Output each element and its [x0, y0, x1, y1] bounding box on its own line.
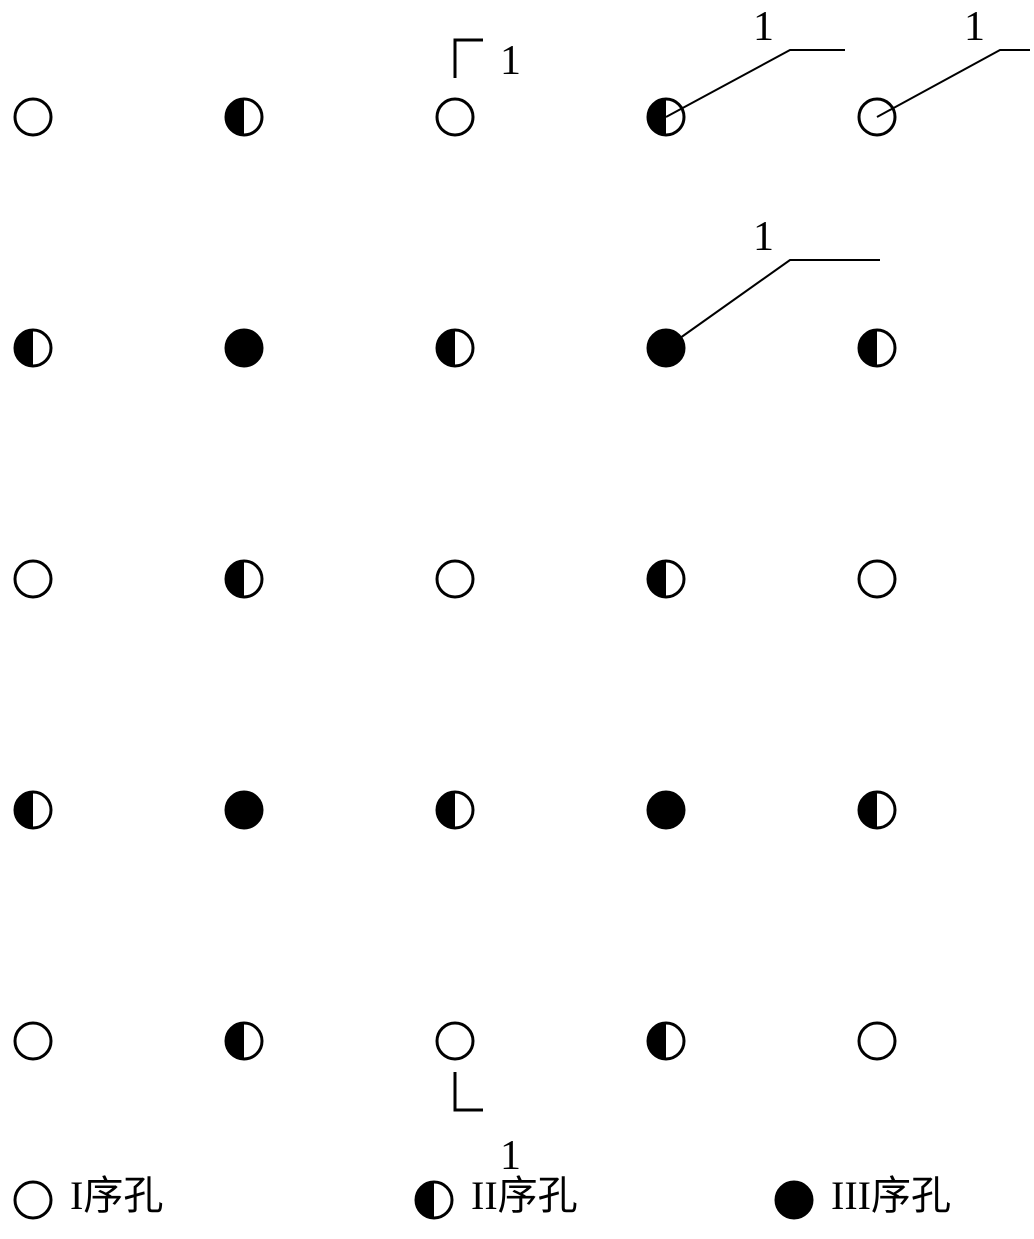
grid-hole-r1-c1 — [226, 330, 262, 366]
grid-hole-r4-c3 — [648, 1023, 684, 1059]
grid-hole-r4-c2 — [437, 1023, 473, 1059]
grid-hole-r2-c4 — [859, 561, 895, 597]
grid-hole-r4-c4 — [859, 1023, 895, 1059]
grid-hole-r3-c2 — [437, 792, 473, 828]
leader-1: 1 — [877, 4, 1030, 117]
leader-label-2: 1 — [753, 214, 774, 260]
grid-hole-r4-c0 — [15, 1023, 51, 1059]
grid-hole-r3-c0 — [15, 792, 51, 828]
grid-hole-r3-c4 — [859, 792, 895, 828]
grid-hole-r2-c2 — [437, 561, 473, 597]
leader-label-1: 1 — [964, 4, 985, 50]
legend-marker-0 — [15, 1182, 51, 1218]
grid-hole-r3-c3 — [648, 792, 684, 828]
legend-label-1: II序孔 — [471, 1173, 578, 1218]
section-mark-bottom-label: 1 — [500, 1133, 521, 1179]
grid-hole-r2-c3 — [648, 561, 684, 597]
grid-hole-r1-c4 — [859, 330, 895, 366]
grid-hole-r1-c0 — [15, 330, 51, 366]
legend-label-2: III序孔 — [831, 1173, 951, 1218]
section-mark-bottom: 1 — [455, 1072, 521, 1179]
grid-hole-r0-c2 — [437, 99, 473, 135]
grid-hole-r3-c1 — [226, 792, 262, 828]
legend-marker-1 — [416, 1182, 452, 1218]
grid-hole-r2-c0 — [15, 561, 51, 597]
legend-label-0: I序孔 — [70, 1173, 163, 1218]
leader-0: 1 — [666, 4, 845, 117]
grid-hole-r4-c1 — [226, 1023, 262, 1059]
leader-2: 1 — [666, 214, 880, 348]
grid-hole-r0-c0 — [15, 99, 51, 135]
section-mark-top: 1 — [455, 38, 521, 84]
grid-hole-r1-c2 — [437, 330, 473, 366]
hole-pattern-diagram: 1 1 1 1 1 I序孔 II序孔 III序孔 — [0, 0, 1034, 1239]
leader-label-0: 1 — [753, 4, 774, 50]
grid-hole-r0-c1 — [226, 99, 262, 135]
grid-hole-r2-c1 — [226, 561, 262, 597]
section-mark-top-label: 1 — [500, 38, 521, 84]
legend-marker-2 — [776, 1182, 812, 1218]
